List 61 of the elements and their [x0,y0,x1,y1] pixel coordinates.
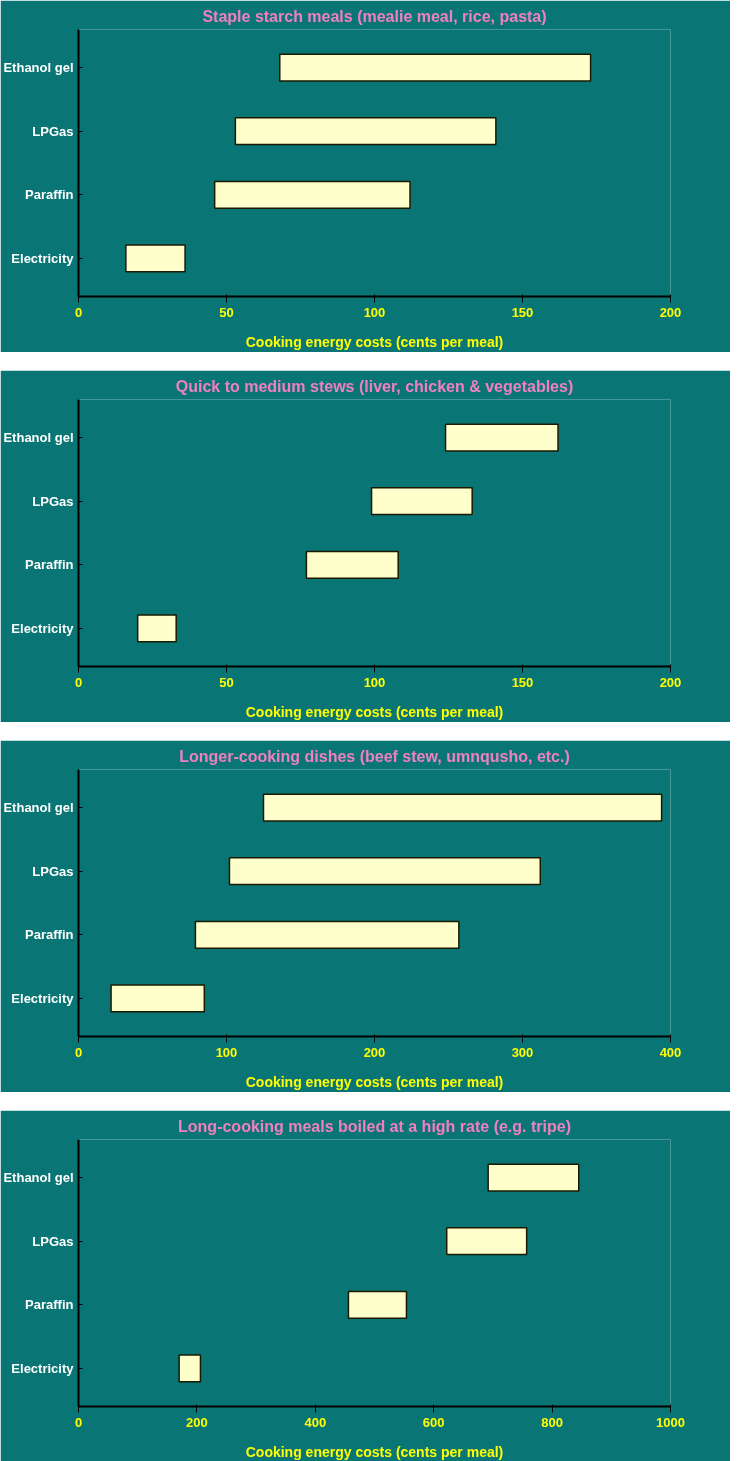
x-tick-label: 1000 [656,1414,685,1430]
y-tick-label: Paraffin [25,927,74,943]
bar [305,550,399,579]
y-tick-label: LPGas [32,123,74,139]
bar [279,53,592,82]
bar [370,487,473,516]
y-tick-label: Electricity [11,620,75,636]
x-axis-title: Cooking energy costs (cents per meal) [245,333,504,350]
x-tick-label: 0 [74,1414,83,1430]
bar [178,1354,202,1383]
bar [136,614,177,643]
y-tick-label: Paraffin [25,1297,74,1313]
y-tick-label: Ethanol gel [3,430,74,446]
bar [234,117,497,146]
y-tick-label: Paraffin [25,557,74,573]
y-tick-label: Electricity [11,990,75,1006]
bar [262,793,663,822]
chart-title: Long-cooking meals boiled at a high rate (e.g. tripe) [178,1117,571,1135]
x-axis-title: Cooking energy costs (cents per meal) [245,1443,504,1460]
y-tick-label: Ethanol gel [3,60,74,76]
x-tick-label: 50 [219,674,234,690]
bar [228,857,542,886]
x-tick-label: 400 [659,1044,682,1060]
x-tick-label: 150 [511,674,534,690]
x-tick-label: 200 [363,1044,386,1060]
x-tick-label: 300 [511,1044,534,1060]
bar [445,1227,528,1256]
bar [487,1163,580,1192]
x-tick-label: 200 [186,1414,208,1430]
x-tick-label: 600 [422,1414,445,1430]
x-tick-label: 100 [215,1044,238,1060]
y-tick-label: Ethanol gel [3,1170,74,1186]
y-tick-label: LPGas [32,863,74,879]
x-tick-label: 0 [74,304,83,320]
x-tick-label: 50 [219,304,234,320]
x-axis-title: Cooking energy costs (cents per meal) [245,703,504,720]
x-axis-title: Cooking energy costs (cents per meal) [245,1073,504,1090]
y-tick-label: Ethanol gel [3,800,74,816]
y-tick-label: Electricity [11,1360,75,1376]
y-tick-label: LPGas [32,493,74,509]
x-tick-label: 150 [511,304,534,320]
bar [213,180,411,209]
chart-title: Quick to medium stews (liver, chicken & vegetables) [175,377,574,395]
bar [110,984,206,1013]
x-tick-label: 0 [74,674,83,690]
x-tick-label: 100 [363,674,386,690]
x-tick-label: 100 [363,304,386,320]
y-tick-label: LPGas [32,1233,74,1249]
bar [444,423,559,452]
x-tick-label: 200 [659,304,682,320]
y-tick-label: Electricity [11,250,75,266]
x-tick-label: 400 [304,1414,327,1430]
bar [125,244,186,273]
chart-title: Longer-cooking dishes (beef stew, umnqusho, etc.) [179,747,570,765]
bar [347,1290,408,1319]
chart-title: Staple starch meals (mealie meal, rice, pasta) [202,7,547,25]
y-tick-label: Paraffin [25,187,74,203]
x-tick-label: 200 [659,674,682,690]
bar [194,920,460,949]
x-tick-label: 0 [74,1044,83,1060]
x-tick-label: 800 [541,1414,563,1430]
